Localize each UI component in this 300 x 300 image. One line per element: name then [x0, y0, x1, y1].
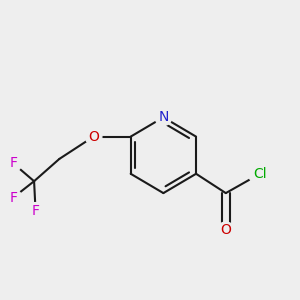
Circle shape: [5, 155, 22, 172]
Text: O: O: [88, 130, 99, 144]
Circle shape: [249, 163, 271, 185]
Circle shape: [218, 222, 234, 238]
Circle shape: [85, 128, 102, 145]
Text: F: F: [9, 190, 17, 205]
Text: F: F: [32, 204, 40, 218]
Text: N: N: [158, 110, 169, 124]
Circle shape: [27, 202, 44, 219]
Text: Cl: Cl: [253, 167, 267, 181]
Circle shape: [5, 189, 22, 206]
Text: O: O: [220, 223, 231, 237]
Circle shape: [155, 109, 172, 126]
Text: F: F: [9, 156, 17, 170]
